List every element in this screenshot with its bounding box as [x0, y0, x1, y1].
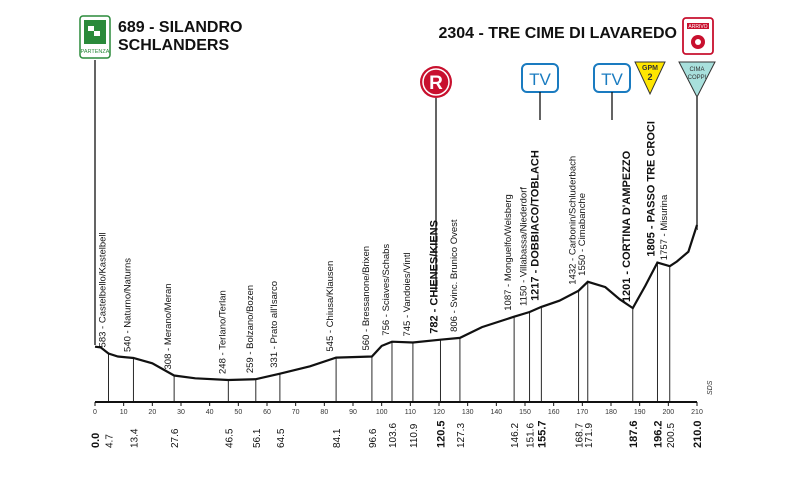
- point-label-2: 540 - Naturno/Naturns: [122, 258, 133, 352]
- start-badge-label: PARTENZA: [81, 49, 110, 55]
- point-label-3: 308 - Merano/Meran: [163, 283, 174, 369]
- tv-marker-1: TV: [521, 63, 559, 120]
- tick-label-21: 210: [691, 409, 703, 416]
- tick-label-10: 100: [376, 409, 388, 416]
- finish-title: 2304 - TRE CIME DI LAVAREDO: [438, 25, 677, 42]
- point-label-5: 259 - Bolzano/Bozen: [245, 285, 256, 373]
- tick-label-6: 60: [263, 409, 271, 416]
- profile-area: [94, 224, 699, 402]
- tick-label-3: 30: [177, 409, 185, 416]
- point-label-8: 560 - Bressanone/Brixen: [361, 246, 372, 351]
- r-marker: R: [420, 66, 452, 290]
- finish-badge: ARRIVO: [682, 17, 714, 55]
- tick-label-7: 70: [292, 409, 300, 416]
- km-label-1: 4.7: [104, 434, 115, 448]
- gpm-marker: GPM 2: [634, 61, 666, 96]
- km-label-17: 171.9: [584, 423, 595, 448]
- km-label-19: 196.2: [652, 420, 664, 448]
- point-label-18: 1201 - CORTINA D'AMPEZZO: [621, 150, 633, 302]
- km-label-15: 155.7: [536, 420, 548, 448]
- km-label-4: 46.5: [224, 428, 235, 448]
- point-label-16: 1432 - Carbonin/Schluderbach: [568, 156, 579, 285]
- point-label-6: 331 - Prato all'Isarco: [269, 281, 280, 368]
- finish-badge-label: ARRIVO: [688, 24, 707, 30]
- tick-label-19: 190: [634, 409, 646, 416]
- start-altitude-name: 689 - SILANDRO: [118, 19, 242, 36]
- x-axis-ticks: 0 10 20 30 40 50 60 70 80 90 100 110 120 130 140 150 160…: [93, 402, 703, 416]
- tick-label-1: 10: [120, 409, 128, 416]
- tick-label-14: 140: [490, 409, 502, 416]
- start-altitude: 689: [118, 19, 145, 36]
- tick-label-15: 150: [519, 409, 531, 416]
- km-label-7: 84.1: [332, 428, 343, 448]
- start-badge: PARTENZA: [79, 15, 111, 59]
- gpm-marker-cat: 2: [647, 72, 652, 82]
- km-label-3: 27.6: [170, 428, 181, 448]
- point-label-4: 248 - Terlano/Terlan: [217, 290, 228, 374]
- point-label-10: 745 - Vandoies/Vintl: [402, 252, 413, 336]
- tick-label-18: 180: [605, 409, 617, 416]
- point-label-1: 583 - Castelbello/Kastelbell: [97, 232, 108, 347]
- tick-label-11: 110: [405, 409, 416, 416]
- km-label-13: 146.2: [510, 423, 521, 448]
- km-label-10: 110.9: [409, 423, 420, 448]
- km-label-12: 127.3: [456, 423, 467, 448]
- tick-label-4: 40: [206, 409, 214, 416]
- km-label-20: 200.5: [666, 423, 677, 448]
- point-label-12: 806 - Svinc. Brunico Ovest: [449, 219, 460, 332]
- point-labels: 583 - Castelbello/Kastelbell 540 - Naturn…: [97, 121, 669, 374]
- km-label-21: 210.0: [692, 420, 704, 448]
- point-label-20: 1757 - Misurina: [659, 194, 670, 260]
- tick-label-2: 20: [148, 409, 156, 416]
- point-leader-lines: [108, 262, 671, 402]
- tick-label-9: 90: [349, 409, 357, 416]
- tick-label-17: 170: [576, 409, 588, 416]
- km-label-11: 120.5: [435, 420, 447, 448]
- gpm-marker-label: GPM: [642, 65, 658, 72]
- point-label-17: 1550 - Cimabanche: [577, 193, 588, 276]
- cima-label2: COPPI: [688, 75, 707, 81]
- km-label-14: 151.6: [526, 423, 537, 448]
- point-label-14: 1150 - Villabassa/Niederdorf: [519, 187, 530, 306]
- cima-coppi-marker: CIMA COPPI: [678, 61, 716, 99]
- point-label-11: 782 - CHIENES/KIENS: [428, 220, 440, 334]
- start-name2: SCHLANDERS: [118, 37, 229, 54]
- km-label-16: 168.7: [575, 423, 586, 448]
- point-label-7: 545 - Chiusa/Klausen: [325, 261, 336, 352]
- km-label-2: 13.4: [129, 428, 140, 448]
- km-label-18: 187.6: [628, 420, 640, 448]
- km-labels: 0.0 4.7 13.4 27.6 46.5 56.1 64.5 84.1 96.6 103.6 1…: [90, 420, 704, 448]
- start-name1: SILANDRO: [159, 19, 243, 36]
- tick-label-8: 80: [320, 409, 328, 416]
- point-label-13: 1087 - Monguelfo/Welsberg: [503, 194, 514, 311]
- point-label-19: 1805 - PASSO TRE CROCI: [645, 121, 657, 257]
- tv-marker-2-label: TV: [601, 70, 623, 89]
- tick-label-16: 160: [548, 409, 560, 416]
- tick-label-5: 50: [234, 409, 242, 416]
- point-label-9: 756 - Sciaves/Schabs: [381, 244, 392, 336]
- tv-marker-2: TV: [593, 63, 631, 120]
- r-marker-label: R: [429, 73, 443, 94]
- km-label-8: 96.6: [368, 428, 379, 448]
- km-label-6: 64.5: [276, 428, 287, 448]
- sds-label: SDS: [707, 380, 714, 395]
- tick-label-12: 120: [433, 409, 445, 416]
- km-label-0: 0.0: [90, 433, 102, 448]
- tick-label-20: 200: [662, 409, 674, 416]
- cima-label1: CIMA: [690, 67, 705, 73]
- km-label-9: 103.6: [388, 423, 399, 448]
- km-label-5: 56.1: [252, 428, 263, 448]
- tick-label-0: 0: [93, 409, 97, 416]
- point-label-15: 1217 - DOBBIACO/TOBLACH: [529, 150, 541, 301]
- profile-line: [94, 224, 699, 382]
- profile-fill: [95, 225, 697, 402]
- tv-marker-1-label: TV: [529, 70, 551, 89]
- tick-label-13: 130: [462, 409, 474, 416]
